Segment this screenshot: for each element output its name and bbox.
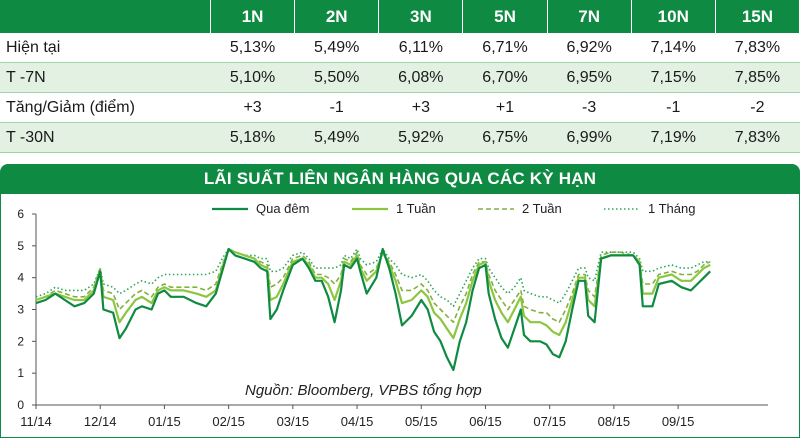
table-cell: 7,14% <box>631 33 716 63</box>
table-row: T -30N 5,18% 5,49% 5,92% 6,75% 6,99% 7,1… <box>0 122 800 153</box>
yield-table: 1N 2N 3N 5N 7N 10N 15N Hiện tại 5,13% 5,… <box>0 0 800 153</box>
legend-label: 1 Tuần <box>396 201 436 216</box>
column-header-5n: 5N <box>462 0 548 33</box>
column-header-2n: 2N <box>294 0 380 33</box>
y-tick-label: 2 <box>17 334 24 348</box>
table-cell: +3 <box>378 92 463 123</box>
series-line-2 <box>35 248 711 323</box>
x-tick-label: 11/14 <box>20 414 52 429</box>
table-row: Tăng/Giảm (điểm) +3 -1 +3 +1 -3 -1 -2 <box>0 92 800 123</box>
row-label: T -7N <box>0 62 211 93</box>
x-tick-label: 04/15 <box>341 414 374 429</box>
series-line-0 <box>35 247 711 372</box>
table-cell: 5,50% <box>294 62 379 93</box>
table-cell: +1 <box>462 92 548 123</box>
column-header-1n: 1N <box>210 0 296 33</box>
table-cell: 6,11% <box>378 33 463 63</box>
table-cell: 5,92% <box>378 122 463 153</box>
legend-label: 1 Tháng <box>648 201 695 216</box>
y-tick-label: 6 <box>17 207 24 221</box>
column-header-7n: 7N <box>547 0 632 33</box>
table-cell: 6,75% <box>462 122 548 153</box>
table-cell: 7,85% <box>715 62 800 93</box>
table-cell: 5,49% <box>294 122 379 153</box>
table-cell: -1 <box>631 92 716 123</box>
series-line-3 <box>35 248 711 308</box>
interbank-rate-chart: 0 1 2 3 4 5 6 11/14 12/14 01/15 02/15 03/15 04/15 05/… <box>17 201 768 429</box>
table-cell: 6,08% <box>378 62 463 93</box>
chart-series <box>35 247 711 372</box>
legend-label: 2 Tuần <box>522 201 562 216</box>
column-header-3n: 3N <box>378 0 464 33</box>
x-tick-label: 08/15 <box>598 414 631 429</box>
table-cell: +3 <box>210 92 295 123</box>
table-cell: 6,95% <box>547 62 632 93</box>
table-cell: 7,19% <box>631 122 716 153</box>
chart-legend: Qua đêm 1 Tuần 2 Tuần 1 Tháng <box>212 201 695 216</box>
table-cell: 7,83% <box>715 33 800 63</box>
table-cell: 6,99% <box>547 122 632 153</box>
chart-title: LÃI SUẤT LIÊN NGÂN HÀNG QUA CÁC KỲ HẠN <box>203 169 597 188</box>
y-tick-label: 0 <box>17 398 24 412</box>
x-tick-label: 02/15 <box>212 414 245 429</box>
source-note: Nguồn: Bloomberg, VPBS tổng hợp <box>245 382 482 399</box>
column-header-15n: 15N <box>715 0 800 33</box>
row-label: Hiện tại <box>0 33 211 63</box>
x-tick-label: 03/15 <box>277 414 310 429</box>
column-header-blank <box>0 0 211 33</box>
table-cell: 6,70% <box>462 62 548 93</box>
x-tick-label: 12/14 <box>84 414 117 429</box>
y-tick-label: 3 <box>17 303 24 317</box>
table-cell: 5,18% <box>210 122 295 153</box>
y-tick-label: 4 <box>17 271 24 285</box>
table-cell: -3 <box>547 92 632 123</box>
chart-title-banner: LÃI SUẤT LIÊN NGÂN HÀNG QUA CÁC KỲ HẠN <box>0 164 800 194</box>
x-tick-label: 06/15 <box>469 414 502 429</box>
x-tick-label: 01/15 <box>148 414 181 429</box>
table-header-row: 1N 2N 3N 5N 7N 10N 15N <box>0 0 800 33</box>
table-cell: -1 <box>294 92 379 123</box>
table-cell: 7,15% <box>631 62 716 93</box>
table-row: Hiện tại 5,13% 5,49% 6,11% 6,71% 6,92% 7… <box>0 33 800 63</box>
column-header-10n: 10N <box>631 0 716 33</box>
table-cell: 6,71% <box>462 33 548 63</box>
y-tick-label: 1 <box>17 366 24 380</box>
table-row: T -7N 5,10% 5,50% 6,08% 6,70% 6,95% 7,15… <box>0 62 800 93</box>
table-cell: 5,10% <box>210 62 295 93</box>
row-label: Tăng/Giảm (điểm) <box>0 92 211 123</box>
x-tick-label: 09/15 <box>662 414 695 429</box>
legend-label: Qua đêm <box>256 201 309 216</box>
x-tick-label: 05/15 <box>405 414 438 429</box>
table-cell: 5,13% <box>210 33 295 63</box>
chart-axes: 0 1 2 3 4 5 6 11/14 12/14 01/15 02/15 03/15 04/15 05/… <box>17 207 768 429</box>
table-cell: 7,83% <box>715 122 800 153</box>
y-tick-label: 5 <box>17 239 24 253</box>
row-label: T -30N <box>0 122 211 153</box>
table-cell: 6,92% <box>547 33 632 63</box>
table-cell: 5,49% <box>294 33 379 63</box>
table-cell: -2 <box>715 92 800 123</box>
x-tick-label: 07/15 <box>533 414 566 429</box>
